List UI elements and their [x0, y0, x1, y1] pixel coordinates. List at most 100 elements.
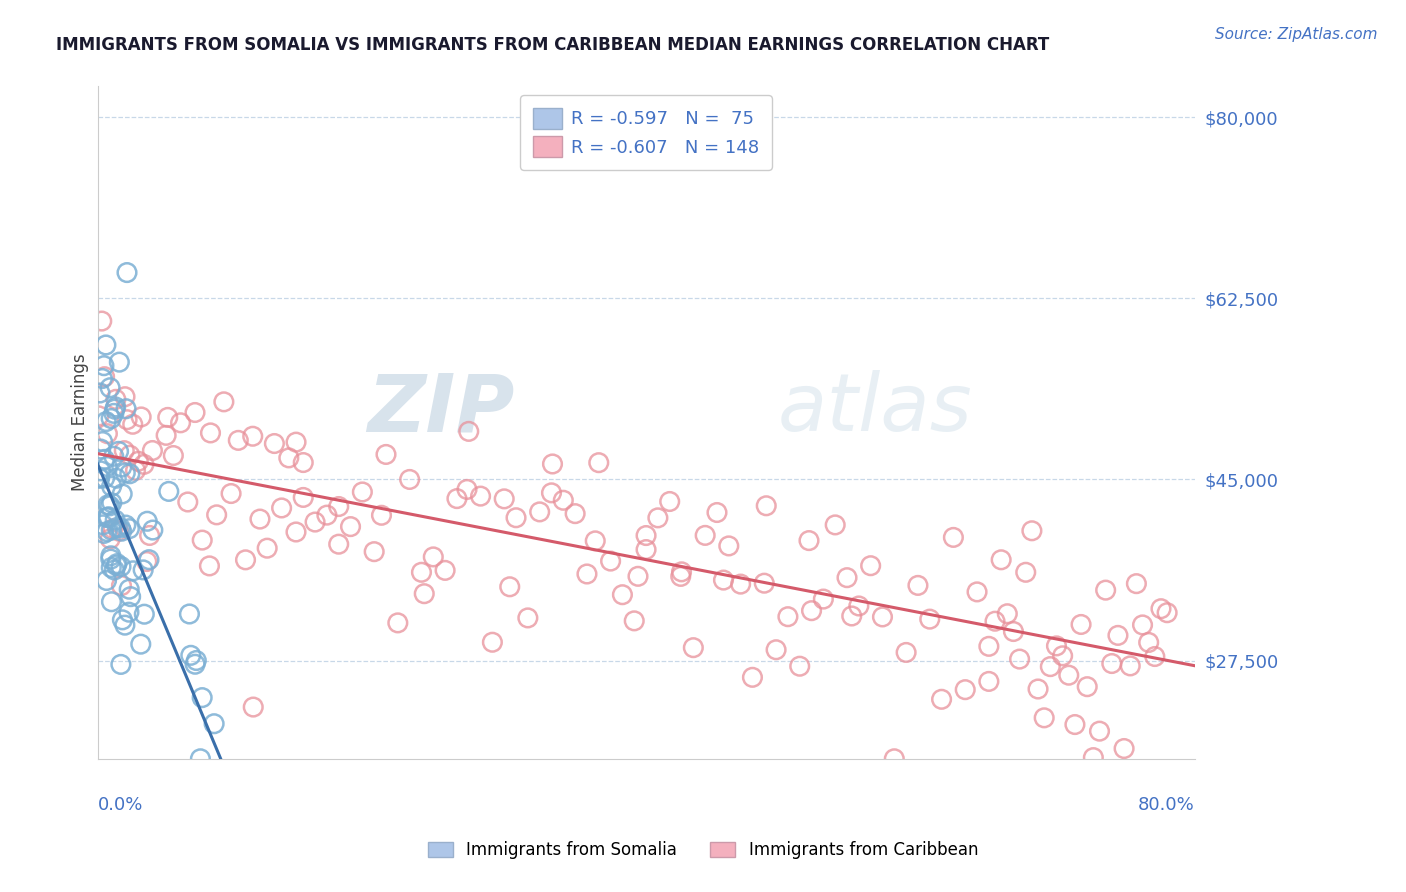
- Point: [110, 578, 132, 592]
- Point: [118, 448, 141, 462]
- Point: [111, 460, 134, 475]
- Point: [1039, 659, 1062, 673]
- Point: [114, 390, 136, 404]
- Point: [813, 592, 835, 607]
- Point: [540, 486, 562, 500]
- Point: [169, 416, 191, 430]
- Point: [115, 413, 138, 427]
- Point: [120, 590, 142, 604]
- Point: [191, 533, 214, 548]
- Point: [1064, 717, 1087, 731]
- Point: [100, 549, 122, 563]
- Point: [623, 614, 645, 628]
- Point: [111, 613, 134, 627]
- Point: [105, 557, 128, 571]
- Point: [398, 473, 420, 487]
- Point: [363, 544, 385, 558]
- Point: [292, 491, 315, 505]
- Point: [198, 558, 221, 573]
- Point: [93, 369, 115, 384]
- Point: [118, 605, 141, 619]
- Point: [789, 659, 811, 673]
- Point: [115, 401, 138, 416]
- Point: [800, 604, 823, 618]
- Point: [1088, 724, 1111, 739]
- Point: [114, 466, 136, 480]
- Point: [588, 456, 610, 470]
- Point: [108, 355, 131, 369]
- Point: [132, 563, 155, 577]
- Point: [212, 394, 235, 409]
- Point: [96, 415, 118, 429]
- Point: [91, 371, 114, 385]
- Text: IMMIGRANTS FROM SOMALIA VS IMMIGRANTS FROM CARIBBEAN MEDIAN EARNINGS CORRELATION: IMMIGRANTS FROM SOMALIA VS IMMIGRANTS FR…: [56, 36, 1049, 54]
- Point: [105, 558, 128, 573]
- Point: [138, 528, 160, 542]
- Point: [104, 402, 127, 417]
- Point: [636, 542, 658, 557]
- Point: [184, 657, 207, 672]
- Point: [352, 485, 374, 500]
- Point: [1045, 639, 1067, 653]
- Point: [89, 471, 111, 485]
- Point: [155, 428, 177, 442]
- Point: [100, 552, 122, 566]
- Point: [157, 484, 180, 499]
- Point: [110, 521, 132, 535]
- Point: [797, 533, 820, 548]
- Point: [118, 522, 141, 536]
- Point: [89, 386, 111, 401]
- Point: [98, 381, 121, 395]
- Point: [612, 588, 634, 602]
- Point: [1150, 601, 1173, 615]
- Point: [375, 447, 398, 461]
- Point: [87, 471, 110, 485]
- Point: [107, 524, 129, 538]
- Point: [104, 513, 127, 527]
- Point: [90, 314, 112, 328]
- Point: [93, 526, 115, 541]
- Point: [93, 452, 115, 467]
- Point: [387, 615, 409, 630]
- Point: [105, 520, 128, 534]
- Point: [285, 435, 308, 450]
- Point: [96, 510, 118, 524]
- Point: [249, 512, 271, 526]
- Point: [129, 409, 152, 424]
- Point: [200, 425, 222, 440]
- Point: [118, 467, 141, 481]
- Point: [162, 449, 184, 463]
- Point: [966, 585, 988, 599]
- Point: [918, 612, 941, 626]
- Point: [564, 507, 586, 521]
- Point: [114, 518, 136, 533]
- Point: [883, 752, 905, 766]
- Point: [1101, 657, 1123, 671]
- Point: [434, 563, 457, 577]
- Point: [270, 500, 292, 515]
- Point: [285, 524, 308, 539]
- Point: [91, 434, 114, 449]
- Point: [411, 566, 433, 580]
- Point: [1156, 606, 1178, 620]
- Point: [328, 500, 350, 514]
- Point: [931, 692, 953, 706]
- Text: Source: ZipAtlas.com: Source: ZipAtlas.com: [1215, 27, 1378, 42]
- Point: [669, 569, 692, 583]
- Point: [470, 489, 492, 503]
- Point: [186, 653, 208, 667]
- Point: [1026, 681, 1049, 696]
- Point: [96, 574, 118, 588]
- Legend: R = -0.597   N =  75, R = -0.607   N = 148: R = -0.597 N = 75, R = -0.607 N = 148: [520, 95, 772, 169]
- Point: [111, 487, 134, 501]
- Point: [776, 609, 799, 624]
- Point: [446, 491, 468, 506]
- Point: [93, 471, 115, 485]
- Point: [121, 417, 143, 432]
- Point: [1132, 618, 1154, 632]
- Point: [977, 640, 1000, 654]
- Y-axis label: Median Earnings: Median Earnings: [72, 354, 89, 491]
- Point: [142, 523, 165, 537]
- Text: 0.0%: 0.0%: [97, 796, 143, 814]
- Point: [1015, 566, 1038, 580]
